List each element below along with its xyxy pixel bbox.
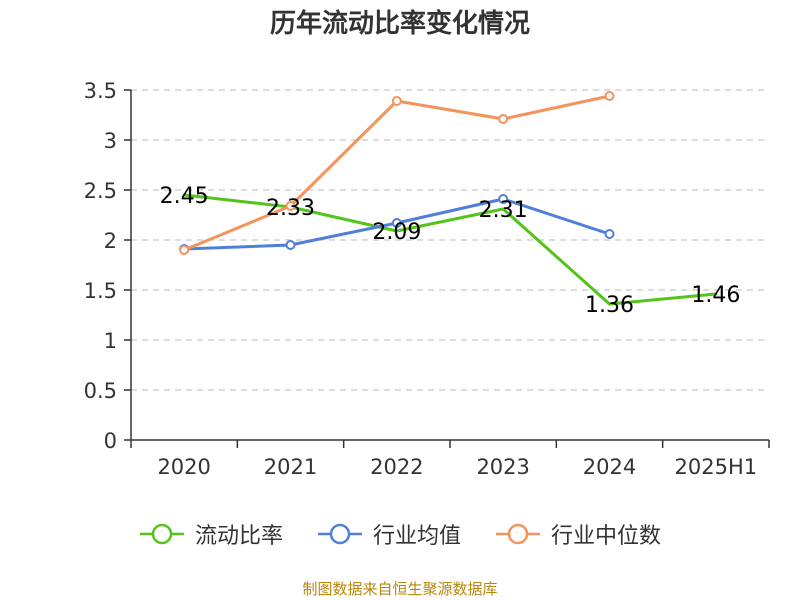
x-tick-label: 2021 — [264, 455, 317, 479]
legend-item-0[interactable]: 流动比率 — [139, 518, 283, 550]
data-label: 2.09 — [372, 220, 421, 245]
data-label: 1.36 — [585, 293, 634, 318]
y-tick-label: 1.5 — [84, 279, 117, 303]
data-point-1 — [285, 240, 296, 250]
legend: 流动比率 行业均值 行业中位数 — [0, 518, 800, 550]
data-point-1 — [391, 218, 402, 228]
data-point-2 — [498, 114, 509, 124]
data-point-1 — [498, 194, 509, 204]
grid-lines — [131, 89, 769, 391]
y-tick-label: 2.5 — [84, 179, 117, 203]
series-line-0 — [182, 193, 718, 306]
legend-item-1[interactable]: 行业均值 — [317, 518, 461, 550]
legend-label: 行业中位数 — [551, 524, 662, 549]
x-tick-label: 2020 — [157, 455, 210, 479]
y-tick-label: 2 — [104, 229, 117, 253]
y-tick-label: 0.5 — [84, 379, 117, 403]
data-point-2 — [391, 96, 402, 106]
data-label: 1.46 — [691, 283, 740, 308]
legend-swatch — [496, 523, 540, 545]
x-tick-label: 2023 — [476, 455, 529, 479]
axes: 0 0.5 1 1.5 2 2.5 3 3.5 2020 2021 2022 2023 2024 2025… — [84, 79, 770, 479]
source-note: 制图数据来自恒生聚源数据库 — [302, 580, 498, 598]
data-label: 2.31 — [479, 198, 528, 223]
x-tick-label: 2025H1 — [675, 455, 758, 479]
data-label: 2.33 — [266, 196, 315, 221]
data-labels: 2.45 2.33 2.09 2.31 1.36 1.46 — [160, 184, 741, 318]
legend-label: 行业均值 — [372, 524, 461, 549]
legend-label: 流动比率 — [194, 524, 283, 549]
data-point-1 — [604, 229, 615, 239]
y-tick-label: 3 — [104, 129, 117, 153]
legend-swatch — [139, 523, 184, 545]
x-tick-label: 2022 — [370, 455, 423, 479]
legend-swatch — [317, 523, 362, 545]
y-tick-label: 3.5 — [84, 79, 117, 103]
data-label: 2.45 — [160, 184, 209, 209]
chart-title: 历年流动比率变化情况 — [269, 9, 530, 39]
data-point-2 — [604, 91, 615, 101]
y-tick-label: 0 — [104, 429, 117, 453]
data-point-2 — [285, 201, 296, 211]
series-lines — [179, 91, 718, 306]
x-tick-label: 2024 — [583, 455, 636, 479]
legend-item-2[interactable]: 行业中位数 — [495, 518, 661, 550]
y-tick-label: 1 — [104, 329, 117, 353]
data-point-2 — [179, 245, 190, 255]
